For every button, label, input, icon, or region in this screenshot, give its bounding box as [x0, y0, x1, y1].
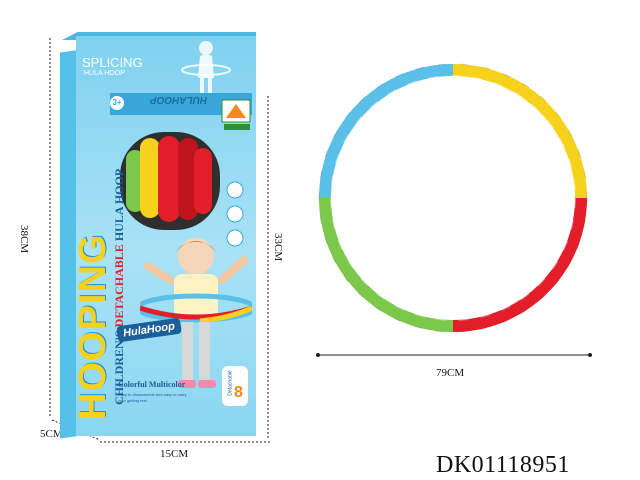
splicing-text: SPLICING: [82, 55, 143, 70]
hoop-pieces-window: [120, 132, 220, 230]
age-badge: 3+: [110, 96, 124, 110]
colorful-text: Colorful Multicolor: [118, 380, 186, 389]
product-code: DK01118951: [436, 452, 570, 478]
inner-height-label: 33CM: [272, 233, 284, 262]
feature-icons: [226, 181, 244, 247]
hula-hoop-image: [318, 63, 588, 333]
childrens-detachable-title: CHILDREN'S DETACHABLE HULA HOOP: [112, 169, 127, 405]
detachable-badge-label: Detachable: [227, 370, 234, 396]
window-top-strip: [110, 93, 252, 115]
detachable-badge: Detachable 8: [222, 366, 248, 406]
width-label: 15CM: [160, 448, 189, 460]
child-photo: [140, 238, 252, 388]
hula-hoop-sub-text: HULA HOOP: [84, 70, 125, 77]
badge-number: 8: [234, 384, 243, 401]
depth-label: 5CM: [40, 428, 63, 440]
detachable-text: DETACHABLE: [112, 244, 126, 328]
hula-hoop-text: HULA HOOP: [112, 168, 126, 242]
small-line-1: Easy to disassemble and easy to carry: [118, 392, 187, 397]
height-label: 38CM: [18, 225, 30, 254]
spine-text: HULAHOOP: [150, 94, 208, 105]
hooping-title: HOOPING: [72, 233, 114, 420]
small-line-2: your getting rest: [118, 398, 147, 403]
girl-silhouette-icon: [181, 41, 231, 94]
hoop-diameter-label: 79CM: [436, 367, 465, 379]
logo-icon: [221, 99, 251, 130]
